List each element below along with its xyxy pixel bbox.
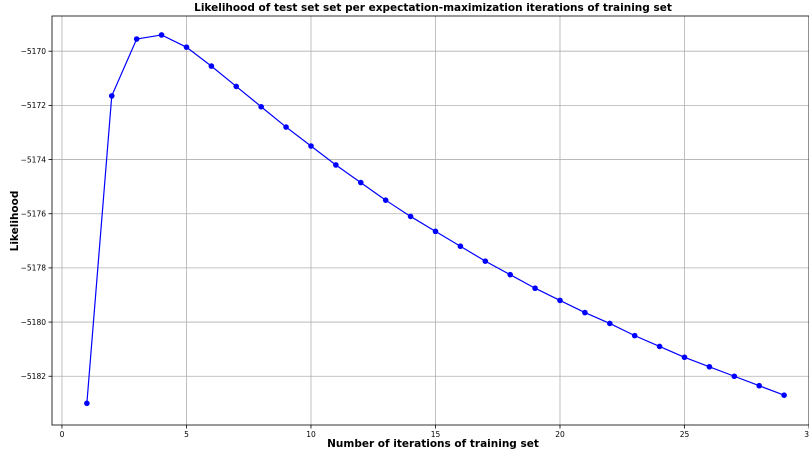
x-tick-label: 25	[680, 430, 690, 439]
x-tick-label: 30	[804, 430, 809, 439]
data-point	[233, 83, 240, 90]
data-point	[606, 320, 613, 327]
y-tick-label: −5176	[21, 209, 47, 218]
y-tick-label: −5174	[21, 155, 47, 164]
data-point	[407, 213, 414, 220]
data-point	[631, 332, 638, 339]
data-point	[333, 162, 339, 168]
chart-title: Likelihood of test set set per expectati…	[194, 2, 672, 14]
x-axis-ticks: 0 5 10 15 20 25 30	[60, 425, 809, 439]
data-point	[133, 36, 140, 42]
y-tick-label: −5182	[21, 372, 47, 381]
series-group	[84, 32, 787, 407]
data-point	[457, 243, 464, 250]
plot-frame	[51, 15, 809, 426]
data-point	[308, 143, 314, 149]
x-tick-label: 10	[306, 430, 316, 439]
data-point	[208, 63, 215, 69]
data-point	[84, 400, 90, 407]
grid-lines	[52, 16, 809, 425]
y-tick-label: −5170	[21, 47, 47, 56]
data-point	[781, 392, 787, 399]
data-point	[532, 285, 538, 292]
y-tick-label: −5172	[21, 101, 47, 110]
y-axis-ticks: −5182 −5180 −5178 −5176 −5174 −5172 −5170	[21, 47, 52, 381]
data-point	[482, 258, 489, 264]
data-point	[706, 363, 713, 370]
x-axis-label: Number of iterations of training set	[327, 438, 539, 450]
y-tick-label: −5178	[21, 264, 47, 273]
data-point	[382, 197, 389, 203]
data-point	[681, 354, 688, 361]
data-point	[283, 124, 289, 130]
data-point	[357, 179, 364, 186]
data-point	[557, 297, 563, 304]
x-tick-label: 20	[555, 430, 565, 439]
x-tick-label: 15	[431, 430, 441, 439]
y-axis-label: Likelihood	[9, 191, 21, 252]
x-tick-label: 0	[60, 430, 65, 439]
data-point	[183, 44, 190, 50]
data-point	[108, 93, 115, 99]
data-point	[507, 271, 513, 278]
x-tick-label: 5	[184, 430, 189, 439]
y-tick-label: −5180	[21, 318, 47, 327]
data-point	[731, 373, 738, 380]
data-point	[656, 343, 663, 350]
data-point	[756, 382, 762, 389]
data-point	[158, 32, 165, 38]
data-point	[582, 309, 588, 316]
data-point	[432, 228, 439, 235]
data-point	[258, 103, 264, 110]
